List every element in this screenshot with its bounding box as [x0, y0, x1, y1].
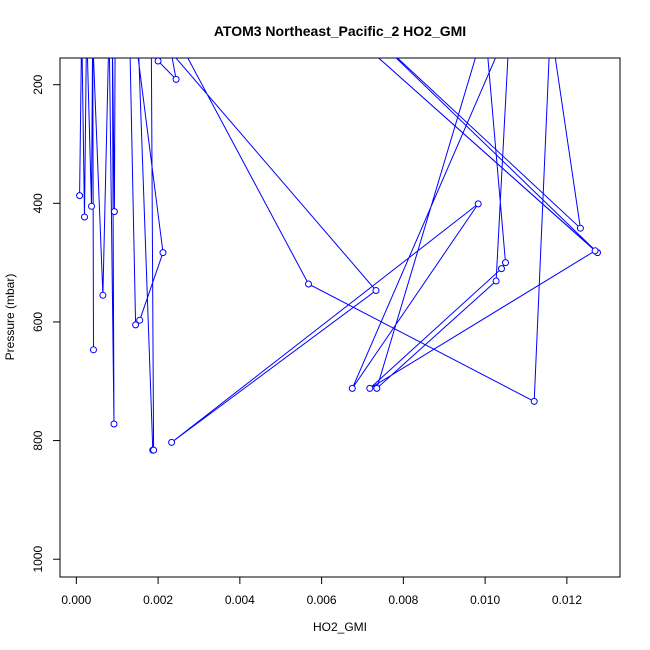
data-point	[591, 247, 599, 255]
y-axis: 200 400 600 800 1000	[31, 74, 61, 573]
data-point	[81, 213, 88, 221]
data-point	[305, 280, 312, 288]
x-tick-label: 0.008	[388, 593, 418, 607]
x-axis-label: HO2_GMI	[313, 620, 367, 634]
x-tick-label: 0.000	[61, 593, 91, 607]
series-line	[79, 58, 598, 451]
data-point	[474, 200, 482, 208]
x-tick-label: 0.010	[470, 593, 500, 607]
data-point	[90, 346, 97, 354]
y-axis-label: Pressure (mbar)	[3, 274, 17, 361]
data-point	[88, 202, 95, 210]
data-point	[498, 265, 505, 273]
data-point	[372, 287, 380, 294]
data-point	[110, 420, 118, 428]
data-point	[168, 438, 176, 446]
chart-title: ATOM3 Northeast_Pacific_2 HO2_GMI	[214, 23, 466, 39]
data-point	[150, 446, 158, 454]
y-tick-label: 800	[31, 430, 45, 450]
data-point	[159, 249, 167, 257]
x-axis: 0.000 0.002 0.004 0.006 0.008 0.010 0.012	[61, 576, 582, 607]
data-point	[373, 384, 381, 392]
data-point	[136, 316, 144, 324]
data-point	[502, 259, 509, 267]
data-point	[576, 224, 584, 232]
data-point	[530, 397, 538, 405]
x-tick-label: 0.006	[307, 593, 337, 607]
x-tick-label: 0.012	[552, 593, 582, 607]
data-point	[99, 291, 107, 299]
x-tick-label: 0.004	[225, 593, 255, 607]
series-points	[76, 58, 601, 454]
data-point	[132, 321, 140, 329]
y-tick-label: 1000	[31, 546, 45, 573]
data-point	[348, 384, 356, 392]
data-point	[366, 384, 374, 392]
data-point	[172, 75, 180, 83]
y-tick-label: 600	[31, 312, 45, 332]
data-point	[154, 58, 162, 65]
y-tick-label: 200	[31, 74, 45, 94]
data-point	[492, 277, 500, 285]
data-point	[76, 192, 84, 200]
x-tick-label: 0.002	[143, 593, 173, 607]
series-group	[76, 58, 601, 454]
y-tick-label: 400	[31, 193, 45, 213]
data-point	[110, 208, 118, 216]
